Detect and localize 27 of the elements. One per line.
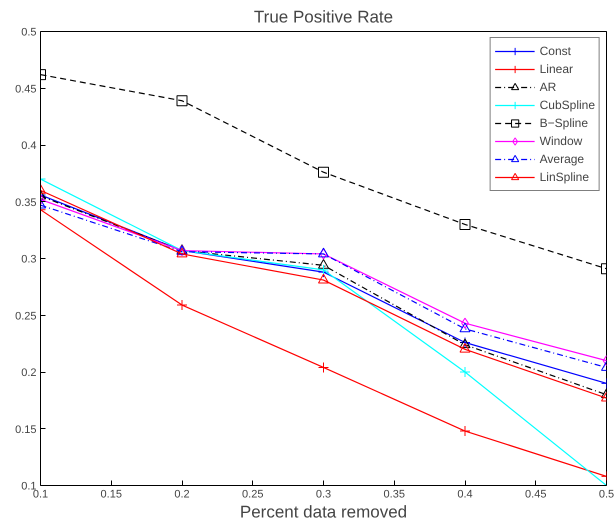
x-tick-label: 0.2 xyxy=(174,488,190,500)
y-tick-label: 0.45 xyxy=(15,83,37,96)
x-tick-label: 0.25 xyxy=(242,488,264,500)
x-tick-label: 0.5 xyxy=(598,488,614,500)
legend-label: LinSpline xyxy=(540,170,589,184)
x-tick-label: 0.3 xyxy=(316,488,332,500)
y-tick-label: 0.15 xyxy=(15,424,37,436)
x-tick-label: 0.45 xyxy=(525,488,546,500)
legend-label: CubSpline xyxy=(540,98,595,112)
x-tick-label: 0.1 xyxy=(32,488,48,500)
y-tick-label: 0.25 xyxy=(15,310,37,322)
x-tick-label: 0.4 xyxy=(457,488,473,500)
legend-label: Linear xyxy=(540,62,573,76)
legend-label: Const xyxy=(540,44,571,58)
x-axis-title: Percent data removed xyxy=(240,502,408,522)
x-tick-label: 0.15 xyxy=(100,488,122,500)
y-tick-label: 0.4 xyxy=(21,140,37,152)
legend-label: Window xyxy=(540,134,582,148)
legend-label: B−Spline xyxy=(540,116,588,130)
legend-label: AR xyxy=(540,80,558,94)
legend-label: Average xyxy=(540,152,584,166)
y-tick-label: 0.3 xyxy=(21,254,37,266)
x-tick-label: 0.35 xyxy=(384,488,405,500)
chart-title: True Positive Rate xyxy=(254,8,394,26)
y-tick-label: 0.35 xyxy=(15,196,37,209)
y-tick-label: 0.5 xyxy=(21,26,37,38)
y-tick-label: 0.2 xyxy=(21,367,37,379)
